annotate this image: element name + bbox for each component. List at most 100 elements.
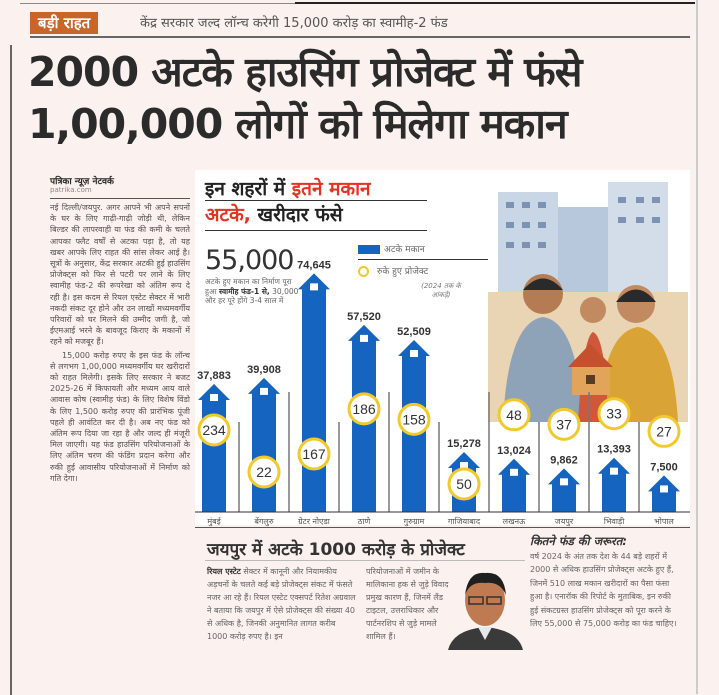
bar (302, 287, 326, 512)
note-bold: स्वामीह फंड-1 से, (219, 286, 270, 296)
house-window-icon (310, 283, 318, 291)
byline: पत्रिका न्यूज़ नेटवर्क (50, 177, 114, 187)
top-rule-2 (295, 0, 695, 4)
bar (252, 391, 276, 512)
bar (352, 338, 376, 512)
category-label: गुरुग्राम (404, 517, 425, 527)
highlight-note: अटके हुए मकान का निर्माण पूरा हुआ स्वामी… (205, 277, 300, 306)
title-underline (205, 230, 427, 231)
infographic-title: इन शहरों में इतने मकान अटके, खरीदार फंसे (205, 176, 371, 228)
house-window-icon (610, 467, 618, 475)
house-roof-icon (498, 458, 530, 475)
house-window-icon (660, 485, 668, 493)
house-roof-icon (348, 324, 380, 341)
house-roof-icon (398, 339, 430, 356)
stalled-projects-value: 234 (202, 422, 226, 438)
kicker-badge: बड़ी राहत (30, 12, 99, 34)
bar-value-label: 57,520 (347, 311, 381, 323)
category-label: मुंबई (207, 516, 221, 527)
category-label: भोपाल (654, 516, 674, 526)
house-window-icon (360, 334, 368, 342)
stalled-projects-circle (447, 467, 481, 501)
data-note: (2024 तक के आंकड़े) (421, 282, 461, 299)
house-roof-icon (448, 452, 480, 469)
stalled-projects-value: 27 (656, 423, 672, 439)
jaipur-col-1: रियल एस्टेट सेक्टर में कानूनी और नियामकी… (207, 565, 357, 643)
title-underline (205, 200, 427, 201)
bar-value-label: 74,645 (297, 259, 331, 271)
fund-title: कितने फंड की जरूरत: (530, 534, 627, 548)
stalled-projects-value: 22 (256, 464, 272, 480)
stalled-projects-circle (547, 407, 581, 441)
highlight-number: 55,000 (205, 245, 294, 276)
chart-bottom-rule (195, 527, 690, 528)
house-window-icon (460, 462, 468, 470)
stalled-projects-circle (647, 414, 681, 448)
category-label: जयपुर (555, 517, 574, 527)
circle-swatch-icon (358, 266, 369, 277)
note-text: अटके हुए मकान का निर्माण पूरा हुआ (205, 277, 292, 296)
category-label: लखनऊ (503, 517, 526, 526)
stalled-projects-circle (597, 397, 631, 431)
byline-rule (50, 198, 190, 199)
family-house-illustration (488, 172, 688, 422)
category-label: भिवाड़ी (604, 516, 625, 526)
stalled-projects-circle (247, 455, 281, 489)
legend-label: अटके मकान (384, 245, 425, 255)
house-window-icon (210, 393, 218, 401)
chart-legend: अटके मकान रुके हुए प्रोजेक्ट (358, 242, 488, 277)
legend-label: रुके हुए प्रोजेक्ट (377, 267, 429, 277)
bar (502, 472, 526, 512)
adjacent-column-left (0, 45, 12, 695)
bar-value-label: 7,500 (650, 461, 678, 473)
bar-value-label: 52,509 (397, 326, 431, 338)
stalled-projects-value: 167 (302, 446, 326, 462)
stalled-projects-circle (347, 392, 381, 426)
title-part: इन शहरों में (205, 178, 292, 200)
bar-chart: 37,883 234 मुंबई 39,908 22 बेंगलुरु 74,645 167 ग… (195, 259, 690, 527)
category-label: ग्रेटर नोएडा (298, 516, 331, 526)
house-roof-icon (248, 377, 280, 394)
bar (552, 482, 576, 512)
adjacent-column-right (696, 0, 719, 694)
headline-line-2: 1,00,000 लोगों को मिलेगा मकान (28, 100, 568, 148)
stalled-projects-value: 186 (352, 401, 376, 417)
stalled-projects-value: 37 (556, 416, 572, 432)
article-paragraph: नई दिल्ली/जयपुर. अगर आपने भी अपने सपनों … (50, 203, 190, 347)
house-roof-icon (548, 468, 580, 485)
jaipur-text: सेक्टर में कानूनी और नियामकीय अड़चनों के… (207, 567, 356, 641)
legend-rule (358, 259, 488, 260)
house-roof-icon (298, 273, 330, 290)
house-window-icon (410, 349, 418, 357)
bar (652, 489, 676, 512)
bar-swatch-icon (358, 245, 380, 254)
category-label: ठाणे (358, 516, 371, 526)
bar-value-label: 39,908 (247, 364, 281, 376)
stalled-projects-value: 33 (606, 406, 622, 422)
bar-value-label: 37,883 (197, 370, 231, 382)
house-roof-icon (198, 383, 230, 400)
article-body: नई दिल्ली/जयपुर. अगर आपने भी अपने सपनों … (50, 202, 190, 486)
bar-value-label: 9,862 (550, 454, 578, 466)
expert-portrait (448, 565, 523, 650)
house-roof-icon (648, 475, 680, 492)
top-rule (20, 0, 495, 4)
article-paragraph: 15,000 करोड़ रुपए के इस फंड के लॉन्च से … (50, 350, 190, 483)
house-roof-icon (598, 457, 630, 474)
stalled-projects-value: 50 (456, 476, 472, 492)
title-part: खरीदार फंसे (250, 204, 343, 226)
house-window-icon (560, 478, 568, 486)
bar-value-label: 15,278 (447, 438, 481, 450)
stalled-projects-value: 48 (506, 407, 522, 423)
title-highlight: अटके, (205, 204, 251, 226)
fund-body: वर्ष 2024 के अंत तक देश के 44 बड़े शहरों… (530, 552, 677, 629)
legend-circles: रुके हुए प्रोजेक्ट (358, 264, 488, 277)
bar (602, 471, 626, 512)
legend-bars: अटके मकान (358, 242, 488, 255)
stalled-projects-circle (197, 413, 231, 447)
bar-value-label: 13,024 (497, 445, 532, 457)
jaipur-title: जयपुर में अटके 1000 करोड़ के प्रोजेक्ट (207, 540, 465, 560)
byline-site: patrika.com (50, 186, 92, 194)
headline-line-1: 2000 अटके हाउसिंग प्रोजेक्ट में फंसे (28, 48, 582, 96)
house-window-icon (510, 468, 518, 476)
